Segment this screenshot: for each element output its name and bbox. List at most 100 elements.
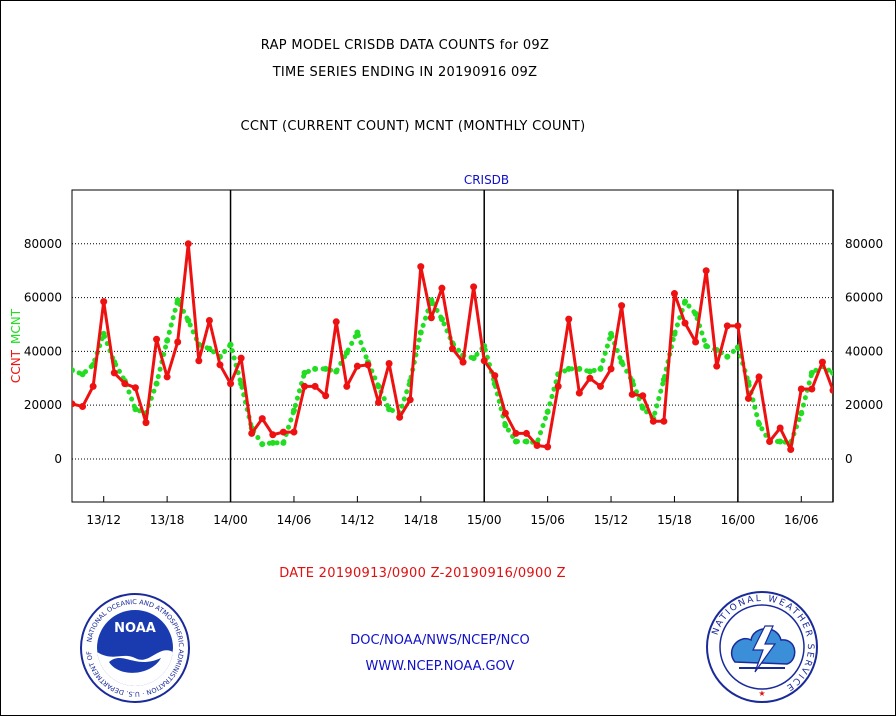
point-ccnt — [142, 419, 150, 427]
point-mcnt — [280, 439, 287, 446]
point-ccnt — [449, 345, 456, 353]
point-ccnt — [121, 380, 129, 388]
y-tick-label-left: 40000 — [24, 344, 62, 358]
point-ccnt — [501, 409, 509, 417]
point-ccnt — [702, 267, 710, 275]
point-mcnt — [100, 330, 107, 337]
point-ccnt — [174, 338, 182, 346]
axis-title: CRISDB — [464, 173, 509, 187]
point-ccnt — [184, 240, 192, 248]
point-mcnt — [597, 365, 604, 372]
point-mcnt — [428, 297, 435, 304]
point-ccnt — [713, 362, 721, 370]
point-ccnt — [533, 442, 541, 450]
svg-text:★: ★ — [758, 689, 765, 698]
point-ccnt — [248, 429, 256, 437]
point-ccnt — [279, 428, 287, 436]
point-ccnt — [110, 369, 118, 377]
point-mcnt — [79, 371, 86, 378]
x-tick-label: 16/06 — [784, 513, 819, 527]
point-ccnt — [343, 382, 351, 390]
point-mcnt — [682, 298, 689, 305]
point-ccnt — [205, 316, 213, 324]
point-ccnt — [417, 263, 425, 271]
point-ccnt — [512, 429, 520, 437]
y-tick-label-left: 0 — [54, 452, 62, 466]
point-ccnt — [195, 357, 203, 365]
url-link[interactable]: WWW.NCEP.NOAA.GOV — [365, 659, 515, 674]
y-tick-label-left: 20000 — [24, 398, 62, 412]
point-ccnt — [660, 417, 668, 425]
noaa-logo: NOAA NATIONAL OCEANIC AND ATMOSPHERIC AD… — [79, 592, 190, 703]
point-ccnt — [776, 424, 784, 432]
chart-title-line1: RAP MODEL CRISDB DATA COUNTS for 09Z — [260, 38, 550, 53]
point-mcnt — [227, 341, 234, 348]
y-tick-label-right: 20000 — [845, 398, 883, 412]
point-ccnt — [364, 361, 372, 369]
point-mcnt — [608, 330, 615, 337]
point-ccnt — [670, 290, 678, 298]
point-ccnt — [438, 284, 446, 292]
y-tick-label-right: 60000 — [845, 291, 883, 305]
point-ccnt — [565, 315, 573, 323]
point-ccnt — [554, 382, 562, 390]
point-ccnt — [628, 390, 636, 398]
point-mcnt — [565, 365, 572, 372]
chart-title-line3: CCNT (CURRENT COUNT) MCNT (MONTHLY COUNT… — [240, 119, 586, 134]
point-ccnt — [332, 318, 340, 326]
point-mcnt — [777, 438, 784, 445]
x-tick-label: 14/18 — [403, 513, 438, 527]
point-mcnt — [830, 369, 833, 376]
point-ccnt — [353, 362, 361, 370]
point-ccnt — [72, 400, 76, 408]
point-ccnt — [586, 374, 594, 382]
point-mcnt — [692, 310, 699, 317]
point-ccnt — [89, 382, 97, 390]
point-ccnt — [618, 302, 626, 310]
point-ccnt — [258, 415, 266, 423]
point-ccnt — [723, 322, 731, 330]
point-ccnt — [681, 319, 689, 327]
point-mcnt — [290, 407, 297, 414]
point-ccnt — [311, 382, 319, 390]
point-mcnt — [703, 343, 710, 349]
point-ccnt — [131, 384, 139, 392]
point-mcnt — [438, 316, 445, 323]
point-ccnt — [216, 361, 224, 369]
point-mcnt — [502, 422, 509, 429]
point-ccnt — [766, 437, 774, 445]
point-mcnt — [808, 369, 815, 376]
point-mcnt — [174, 297, 181, 304]
point-mcnt — [185, 317, 192, 324]
point-ccnt — [227, 380, 235, 388]
y-tick-label-left: 60000 — [24, 291, 62, 305]
series-group — [72, 240, 833, 454]
x-tick-label: 15/00 — [467, 513, 502, 527]
x-tick-label: 15/18 — [657, 513, 692, 527]
point-mcnt — [512, 438, 519, 445]
point-mcnt — [586, 368, 593, 375]
point-mcnt — [269, 439, 276, 446]
point-ccnt — [480, 357, 488, 365]
point-mcnt — [756, 421, 763, 427]
point-mcnt — [354, 329, 361, 336]
y-tick-label-left: 80000 — [24, 237, 62, 251]
point-ccnt — [79, 403, 87, 411]
x-tick-label: 14/06 — [277, 513, 312, 527]
point-ccnt — [575, 389, 583, 397]
point-ccnt — [290, 428, 298, 436]
point-mcnt — [470, 355, 477, 362]
point-ccnt — [301, 382, 309, 390]
point-ccnt — [459, 358, 467, 366]
x-tick-label: 13/18 — [150, 513, 185, 527]
point-mcnt — [386, 406, 393, 413]
point-mcnt — [375, 383, 382, 390]
point-ccnt — [787, 446, 795, 454]
point-mcnt — [312, 365, 319, 372]
point-ccnt — [607, 365, 615, 373]
point-ccnt — [491, 372, 499, 380]
x-tick-label: 15/06 — [530, 513, 565, 527]
nws-logo: ★ NATIONAL WEATHER SERVICE — [706, 591, 818, 703]
date-range-label: DATE 20190913/0900 Z-20190916/0900 Z — [279, 566, 566, 581]
